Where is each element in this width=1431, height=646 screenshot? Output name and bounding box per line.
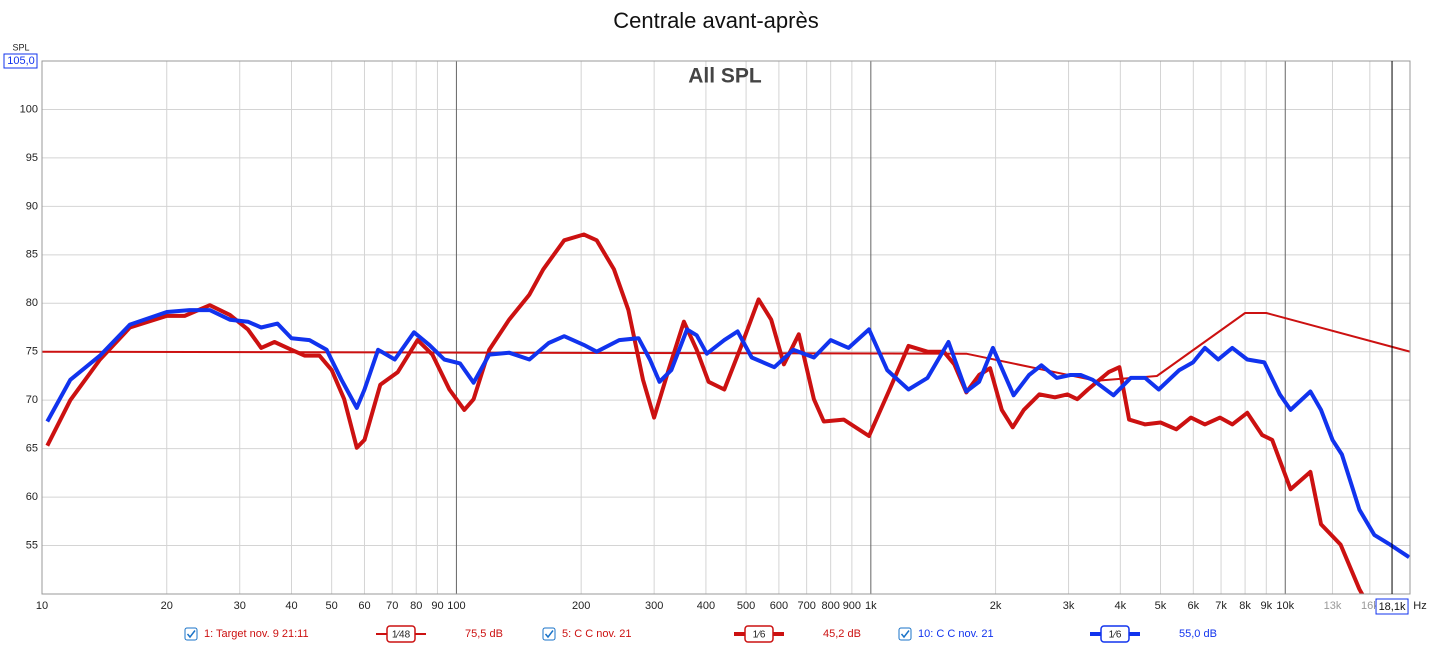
- y-tick-label: 100: [20, 103, 38, 115]
- x-tick-label: 400: [697, 600, 715, 612]
- y-tick-label: 105,0: [7, 55, 35, 67]
- legend-checkbox[interactable]: [542, 627, 556, 641]
- x-tick-label: 1k: [865, 600, 877, 612]
- x-tick-label: 2k: [990, 600, 1002, 612]
- y-tick-label: 80: [26, 297, 38, 309]
- series-line: [42, 312, 1410, 382]
- chart-subtitle: All SPL: [688, 65, 762, 88]
- x-tick-label: 70: [386, 600, 398, 612]
- legend-offset: 55,0 dB: [1179, 628, 1217, 640]
- x-tick-label: 6k: [1187, 600, 1199, 612]
- x-tick-label: 9k: [1260, 600, 1272, 612]
- y-axis-label: SPL: [12, 42, 29, 52]
- legend-check: [900, 630, 910, 639]
- y-tick-label: 55: [26, 539, 38, 551]
- x-tick-label: 4k: [1115, 600, 1127, 612]
- x-tick-label: 80: [410, 600, 422, 612]
- x-tick-label: 16k: [1361, 600, 1379, 612]
- legend-smoothing-box[interactable]: [744, 625, 774, 643]
- x-tick-label: 50: [326, 600, 338, 612]
- legend-check: [186, 630, 196, 639]
- x-tick-label: 40: [285, 600, 297, 612]
- y-tick-label: 85: [26, 249, 38, 261]
- legend-label: 5: C C nov. 21: [562, 628, 632, 640]
- y-tick-label: 65: [26, 443, 38, 455]
- x-tick-label: 20: [161, 600, 173, 612]
- x-tick-label: 700: [797, 600, 815, 612]
- legend-smoothing: 1⁄6: [1109, 630, 1122, 641]
- x-tick-label: 3k: [1063, 600, 1075, 612]
- x-tick-label: 8k: [1239, 600, 1251, 612]
- x-tick-label: 300: [645, 600, 663, 612]
- x-tick-label: 500: [737, 600, 755, 612]
- y-tick-label: 70: [26, 394, 38, 406]
- legend-offset: 75,5 dB: [465, 628, 503, 640]
- x-tick-label: 7k: [1215, 600, 1227, 612]
- y-tick-label: 75: [26, 346, 38, 358]
- grid: 55 60 65 70 75 80 85 90 95 100 105,0 10 20 30 40 50 60 70…: [3, 53, 1410, 612]
- x-tick-label: 900: [843, 600, 861, 612]
- legend: 1: Target nov. 9 21:11 1⁄48 75,5 dB 5: C C …: [184, 625, 1217, 643]
- legend-checkbox[interactable]: [184, 627, 198, 641]
- legend-smoothing: 1⁄48: [392, 630, 411, 641]
- x-tick-label: 10k: [1276, 600, 1294, 612]
- legend-checkbox[interactable]: [898, 627, 912, 641]
- legend-label: 10: C C nov. 21: [918, 628, 994, 640]
- x-axis-label: Hz: [1413, 600, 1426, 612]
- x-tick-label: 600: [770, 600, 788, 612]
- chart-title: Centrale avant-après: [613, 8, 818, 33]
- x-tick-label: 100: [447, 600, 465, 612]
- x-tick-label: 13k: [1324, 600, 1342, 612]
- plot-frame: [41, 60, 1411, 595]
- legend-smoothing-box[interactable]: [386, 625, 416, 643]
- legend-offset: 45,2 dB: [823, 628, 861, 640]
- x-tick-label: 200: [572, 600, 590, 612]
- y-tick-label: 60: [26, 491, 38, 503]
- series-line: [45, 232, 1365, 594]
- x-tick-label: 800: [821, 600, 839, 612]
- x-tick-label: 5k: [1155, 600, 1167, 612]
- series-line: [45, 308, 1410, 559]
- cursor-label: 18,1k: [1379, 601, 1406, 613]
- cursor-box: [1375, 598, 1409, 615]
- y-tick-label: 90: [26, 200, 38, 212]
- x-tick-label: 30: [234, 600, 246, 612]
- legend-smoothing: 1⁄6: [753, 630, 766, 641]
- y-tick-box: [3, 53, 38, 69]
- x-tick-label: 60: [358, 600, 370, 612]
- x-tick-label: 10: [36, 600, 48, 612]
- legend-smoothing-box[interactable]: [1100, 625, 1130, 643]
- plot-lines: [42, 232, 1410, 594]
- y-tick-label: 95: [26, 152, 38, 164]
- legend-check: [544, 630, 554, 639]
- legend-label: 1: Target nov. 9 21:11: [204, 628, 309, 640]
- x-tick-label: 90: [431, 600, 443, 612]
